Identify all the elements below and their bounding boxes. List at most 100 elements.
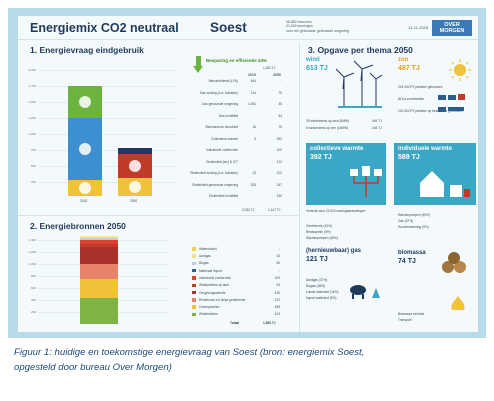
solar-panel-icon (438, 107, 446, 112)
section-1-title: 1. Energievraag eindgebruik (30, 45, 144, 55)
legend-value: - (278, 246, 280, 251)
source-segment (80, 243, 118, 247)
legend-value: 613 (274, 312, 280, 317)
collective-heat-note-2: Geothermie (10%) (306, 224, 333, 228)
source-segment (80, 279, 118, 299)
legend-label: Reststroom en diepe geothermie (199, 297, 246, 302)
solar-note-2: 82 ha zonneweide (398, 97, 424, 101)
demand-row-label: Elektriciteit (etc) & ICT (206, 159, 238, 164)
section-3-title: 3. Opgave per thema 2050 (308, 45, 413, 55)
sun-icon (449, 59, 471, 81)
caption-line-1: Figuur 1: huidige en toekomstige energie… (14, 347, 365, 358)
legend-value: 63 (276, 283, 280, 288)
lightning-icon (79, 182, 91, 194)
legend-swatch (192, 283, 196, 287)
individual-heat-label: individuele warmte (398, 146, 453, 152)
stat-homes: 21,000 woningen (286, 24, 313, 29)
legend-value: 43 (276, 254, 280, 258)
section-divider (18, 215, 298, 216)
demand-row-label: Gas mobiliteit (218, 113, 238, 118)
individual-heat-note-2: Gas (37%) (398, 219, 414, 223)
biomass-label: biomassa (398, 250, 426, 256)
collective-heat-tile: collectieve warmte 392 TJ (306, 143, 386, 205)
demand-row-2015: 114 (250, 90, 256, 95)
demand-row-label: Individuele zonthermie (206, 148, 238, 152)
collective-heat-label: collectieve warmte (310, 146, 364, 152)
efficiency-arrow-icon (196, 56, 201, 68)
axis-tick-label: 200 (30, 310, 36, 314)
individual-heat-value: 589 TJ (398, 154, 420, 161)
axis-tick-label: 1,400 (28, 238, 36, 242)
city-name: Soest (210, 20, 247, 35)
gridline (38, 102, 178, 103)
wind-label: wind (306, 57, 320, 63)
axis-tick-label: 1,250 (28, 116, 36, 120)
poster-header: Energiemix CO2 neutraal Soest 46,882 inw… (18, 16, 478, 40)
thermometer-icon (129, 160, 141, 172)
demand-row-2050: 75 (278, 90, 282, 95)
demand-row-2015: 5 (254, 136, 256, 141)
axis-tick-label: 400 (30, 298, 36, 302)
axis-tick-label: 1,750 (28, 84, 36, 88)
sources-total-value: 1,966 TJ (263, 321, 276, 325)
stat-area: xxxx m2 gebouwde gebouwde omgeving (286, 28, 350, 33)
demand-row-label: Elektriciteit mobiliteit (209, 194, 238, 198)
source-segment (80, 298, 118, 324)
legend-label: Waterstofcel (199, 246, 217, 251)
demand-row-2050: - (280, 79, 282, 83)
gridline (38, 182, 178, 183)
collective-heat-note-3: Restwarmte (9%) (306, 230, 331, 234)
individual-heat-note-1: Warmtepompen (49%) (398, 213, 430, 217)
solar-label: zon (398, 57, 409, 63)
col-head-2015: 2015 (248, 73, 256, 77)
legend-label: Individuele zonthermie (199, 275, 231, 280)
legend-label: Omgevingswarmte (199, 290, 226, 295)
solar-tile: zon 487 TJ 215,000 PV panelen gebouwen 8… (398, 57, 476, 133)
biomass-note-2: Transport (398, 318, 412, 322)
demand-row-label: Biomassa en stroobied (205, 125, 238, 129)
legend-value: 372 (274, 297, 280, 302)
legend-swatch (192, 261, 196, 266)
source-segment (80, 263, 118, 280)
header-stats: 46,882 inwoners 21,000 woningen xxxx m2 … (286, 20, 349, 33)
solar-field-icon (448, 107, 464, 111)
demand-row-label: Gas woning (o.a. industrie) (199, 90, 238, 95)
legend-label: Aardgas (199, 254, 211, 258)
legend-label: Materiaal import (199, 268, 222, 273)
demand-row-label: Benzine/diesel (LFA) (208, 79, 238, 83)
axis-tick-label: 1,000 (28, 262, 36, 266)
gridline (38, 150, 178, 151)
col-head-2050: 2050 (273, 73, 281, 77)
axis-tick-label: 1,200 (28, 250, 36, 254)
source-segment (80, 235, 118, 238)
gridline (38, 118, 178, 119)
individual-heat-note-3: Houtverwarming (9%) (398, 225, 429, 229)
collective-heat-note-4: Warmtepompen (46%) (306, 236, 338, 240)
flame-icon (79, 143, 91, 155)
axis-tick-label: 250 (30, 180, 36, 184)
source-segment (80, 237, 118, 240)
demand-row-label: Elektriciteit gebouwde omgeving (192, 182, 238, 187)
demand-row-2015: 325 (250, 182, 256, 187)
poster-title: Energiemix CO2 neutraal (30, 21, 179, 35)
legend-swatch (192, 268, 196, 273)
demand-row-2050: 392 (276, 136, 282, 141)
solar-panel-icon (448, 95, 456, 100)
demand-row-label: Elektriciteit woning (o.a. industrie) (190, 171, 238, 175)
bar-label-2015: 2015 (80, 199, 88, 203)
total-top: 1,262 TJ (263, 66, 276, 70)
legend-value: 100 (274, 275, 280, 280)
individual-heat-tile: individuele warmte 589 TJ (394, 143, 476, 205)
demand-row-2050: 100 (276, 148, 282, 152)
legend-value: 50 (276, 261, 280, 266)
axis-tick-label: 800 (30, 274, 36, 278)
legend-value: - (278, 268, 280, 273)
legend-label: Biogas (199, 261, 209, 266)
demand-row-2015: 464 (250, 79, 256, 83)
legend-label: Windturbines (199, 312, 218, 317)
source-segment (80, 239, 118, 244)
demand-row-2050: 212 (276, 159, 282, 164)
legend-label: Windturbines op land (199, 283, 229, 288)
biomass-value: 74 TJ (398, 258, 416, 265)
demand-row-2050: 247 (276, 182, 282, 187)
